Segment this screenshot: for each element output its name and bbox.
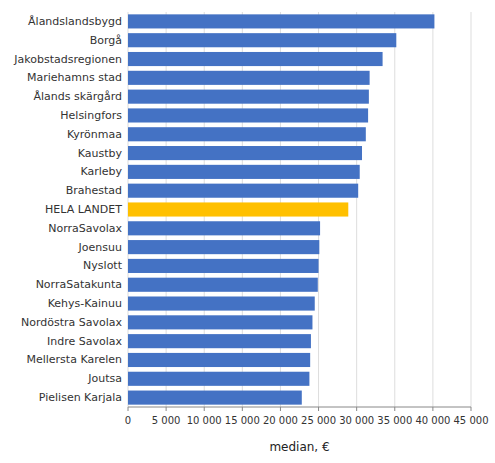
tick-label: 30 000 xyxy=(339,415,374,426)
bar xyxy=(128,33,396,47)
category-label: Jakobstadsregionen xyxy=(13,53,122,66)
category-label: Joensuu xyxy=(78,241,122,254)
category-label: Pielisen Karjala xyxy=(39,391,122,404)
y-axis: Pielisen Karjala Joutsa Mellersta Karelen I… xyxy=(13,15,122,404)
category-label: Karleby xyxy=(80,165,122,178)
bar xyxy=(128,52,383,66)
bar xyxy=(128,372,309,386)
grid-line xyxy=(394,12,395,407)
tick-mark xyxy=(394,407,395,411)
category-label: Kehys-Kainuu xyxy=(48,297,122,310)
x-axis-title: median, € xyxy=(269,440,329,454)
category-label: NorraSavolax xyxy=(48,222,122,235)
bar xyxy=(128,240,319,254)
tick-mark xyxy=(242,407,243,411)
tick-label: 35 000 xyxy=(377,415,412,426)
tick-label: 25 000 xyxy=(301,415,336,426)
category-label: Kyrönmaa xyxy=(67,128,122,141)
bar xyxy=(128,334,311,348)
bar xyxy=(128,315,312,329)
category-label: HELA LANDET xyxy=(45,203,122,216)
bar xyxy=(128,259,319,273)
category-label: Mariehamns stad xyxy=(27,71,122,84)
bar xyxy=(128,221,320,235)
tick-label: 40 000 xyxy=(415,415,450,426)
tick-label: 20 000 xyxy=(263,415,298,426)
category-label: NorraSatakunta xyxy=(36,278,122,291)
category-label: Kaustby xyxy=(78,147,123,160)
bar xyxy=(128,165,360,179)
x-axis-line xyxy=(128,407,471,408)
grid-line xyxy=(471,12,472,407)
category-label: Joutsa xyxy=(87,372,122,385)
bar xyxy=(128,90,369,104)
category-label: Brahestad xyxy=(66,184,122,197)
chart: 0 5 000 10 00015 00020 00025 00030 00035 0… xyxy=(0,0,495,463)
tick-mark xyxy=(356,407,357,411)
tick-label: 5 000 xyxy=(152,415,181,426)
bar xyxy=(128,391,302,405)
bar xyxy=(128,146,362,160)
bar xyxy=(128,184,358,198)
bar xyxy=(128,71,370,85)
category-label: Mellersta Karelen xyxy=(26,353,122,366)
tick-label: 0 xyxy=(125,415,131,426)
tick-mark xyxy=(471,407,472,411)
category-label: Indre Savolax xyxy=(47,335,123,348)
grid xyxy=(128,12,471,407)
bar xyxy=(128,127,366,141)
tick-mark xyxy=(280,407,281,411)
grid-line xyxy=(432,12,433,407)
category-label: Ålandslandsbygd xyxy=(28,15,122,28)
tick-label: 15 000 xyxy=(225,415,260,426)
tick-mark xyxy=(318,407,319,411)
bar xyxy=(128,14,434,28)
bar xyxy=(128,353,310,367)
bar xyxy=(128,278,318,292)
bar xyxy=(128,296,315,310)
bar xyxy=(128,108,368,122)
x-axis: 0 5 000 10 00015 00020 00025 00030 00035 0… xyxy=(125,407,489,426)
tick-label: 45 000 xyxy=(454,415,489,426)
category-label: Nyslott xyxy=(83,259,123,272)
tick-mark xyxy=(128,407,129,411)
tick-mark xyxy=(204,407,205,411)
bar xyxy=(128,202,348,216)
tick-mark xyxy=(432,407,433,411)
tick-label: 10 000 xyxy=(187,415,222,426)
tick-mark xyxy=(166,407,167,411)
category-label: Nordöstra Savolax xyxy=(21,316,123,329)
category-label: Ålands skärgård xyxy=(33,90,122,103)
bars xyxy=(128,14,434,404)
category-label: Borgå xyxy=(90,34,122,47)
category-label: Helsingfors xyxy=(60,109,122,122)
